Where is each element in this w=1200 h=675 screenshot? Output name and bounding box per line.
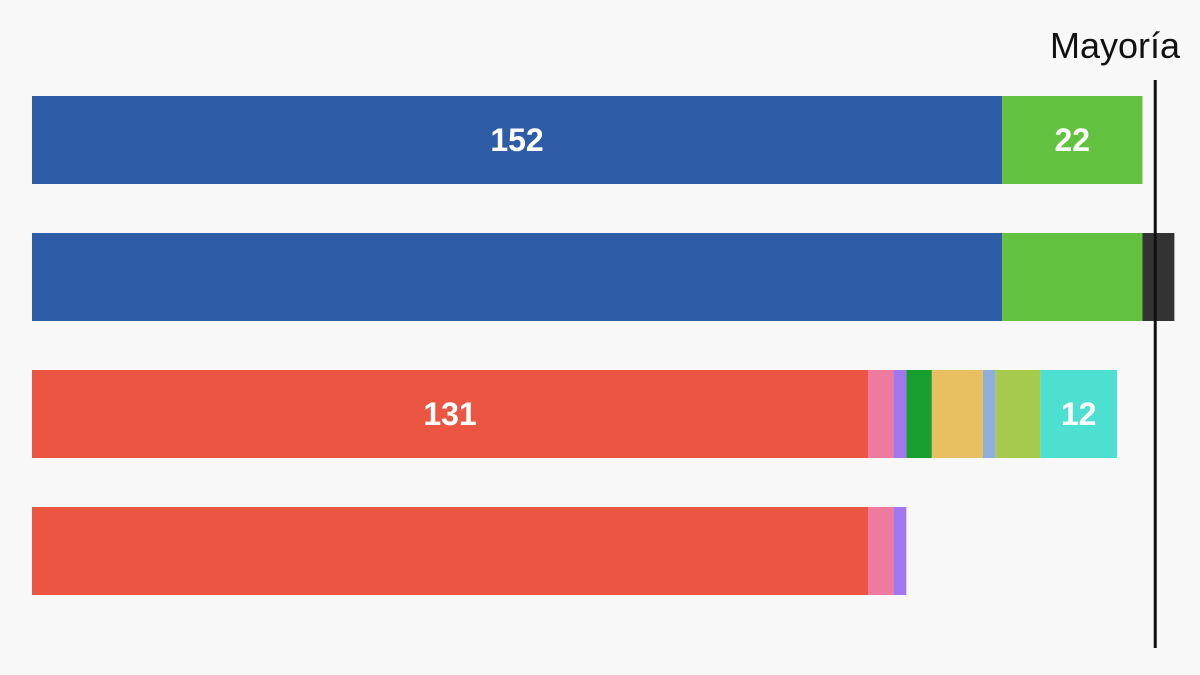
bar-segment-row1-1 bbox=[32, 96, 1003, 184]
bar-segment-row3-5 bbox=[931, 370, 983, 458]
bar-segment-row3-2 bbox=[868, 370, 894, 458]
bar-segment-row3-8 bbox=[1040, 370, 1117, 458]
bar-segment-row2-3 bbox=[1142, 233, 1175, 321]
bar-segment-row4-1 bbox=[32, 507, 869, 595]
bar-value-label-row3-8: 12 bbox=[1061, 396, 1097, 432]
bar-segment-row1-2 bbox=[1002, 96, 1143, 184]
bar-value-label-row1-2: 22 bbox=[1054, 122, 1090, 158]
bar-labels-group: 152 22 131 12 bbox=[423, 122, 1096, 432]
bar-segment-row2-2 bbox=[1002, 233, 1143, 321]
bar-segment-row2-1 bbox=[32, 233, 1003, 321]
bar-segment-row3-3 bbox=[893, 370, 907, 458]
bars-group bbox=[32, 96, 1175, 595]
bar-segment-row4-2 bbox=[868, 507, 894, 595]
majority-label: Mayoría bbox=[1050, 25, 1181, 66]
bar-segment-row3-7 bbox=[995, 370, 1041, 458]
bar-value-label-row1-1: 152 bbox=[490, 122, 543, 158]
bar-segment-row4-3 bbox=[893, 507, 907, 595]
bar-segment-row3-4 bbox=[906, 370, 932, 458]
bar-segment-row3-6 bbox=[982, 370, 996, 458]
bar-value-label-row3-1: 131 bbox=[423, 396, 476, 432]
bar-segment-row3-1 bbox=[32, 370, 869, 458]
